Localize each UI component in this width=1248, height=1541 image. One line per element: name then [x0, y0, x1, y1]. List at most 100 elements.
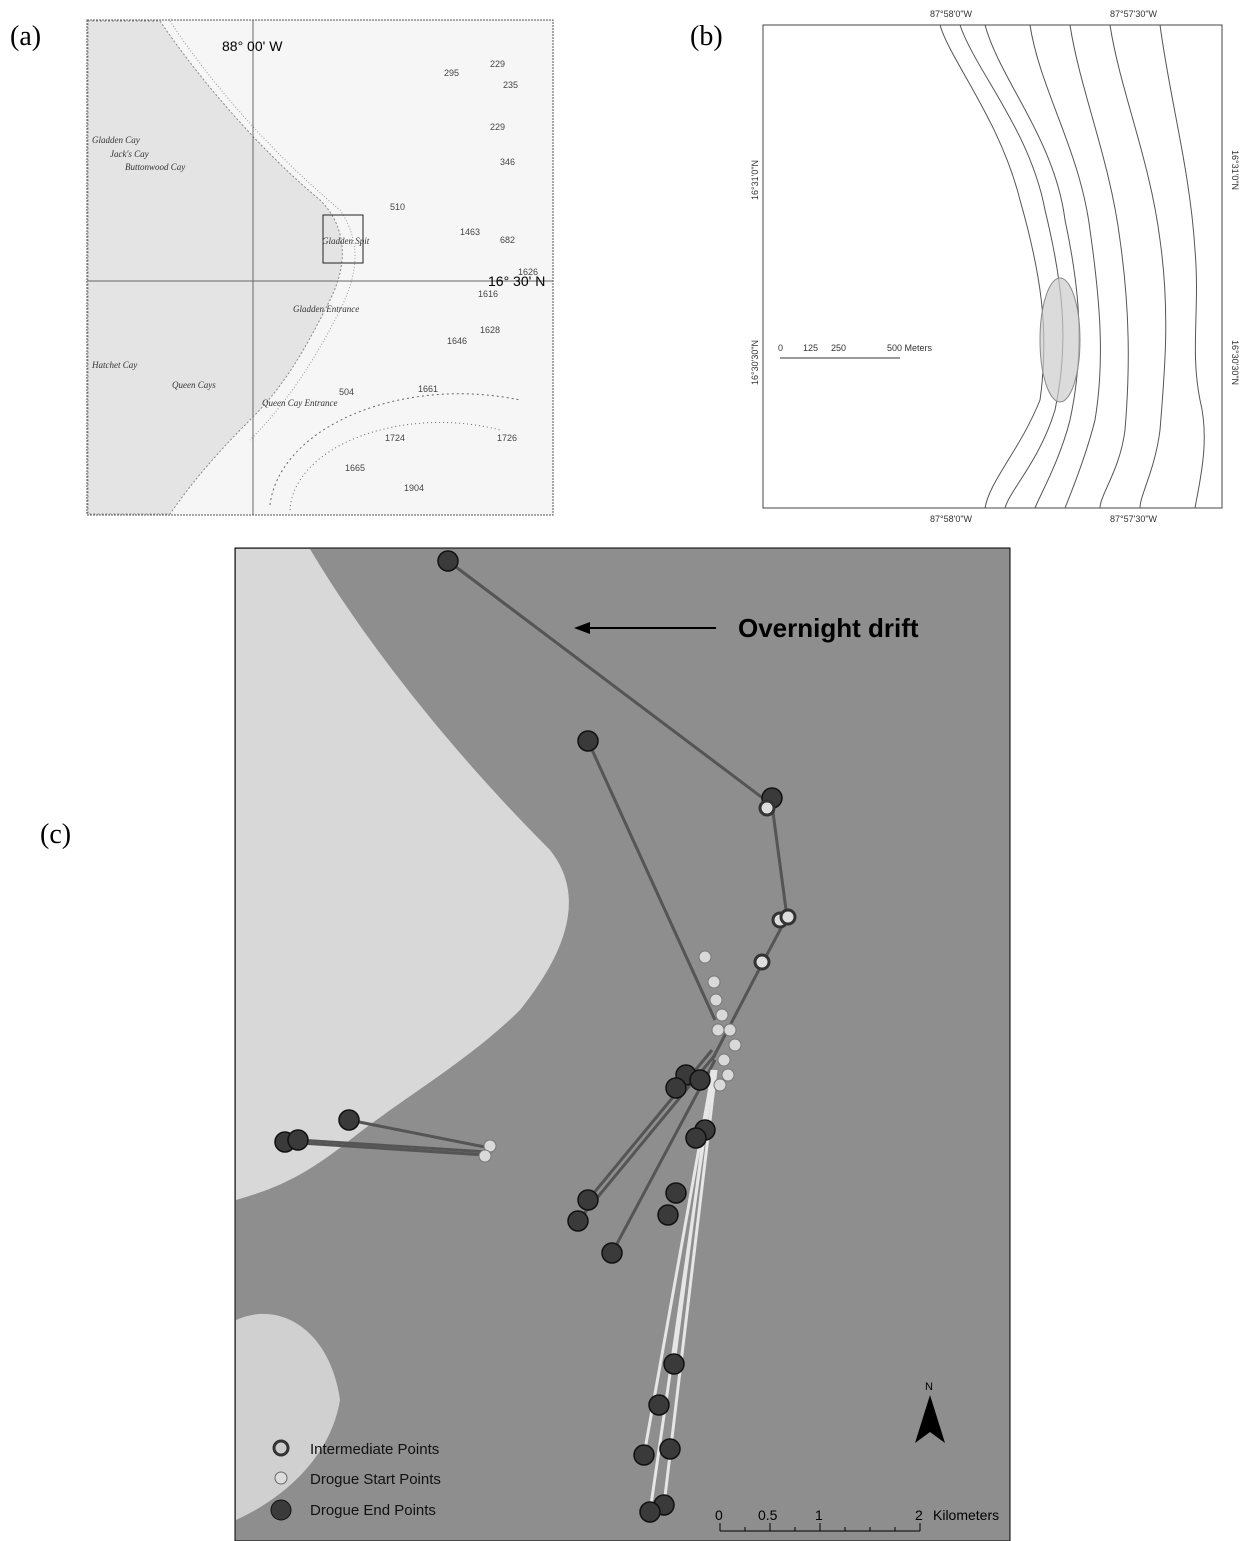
start-point: [723, 1023, 737, 1037]
intermediate-point: [779, 908, 797, 926]
depth-contour: [1069, 24, 1129, 509]
frame: [762, 24, 1223, 509]
scale-label: 1: [815, 1507, 823, 1523]
lon-label: 87°58'0"W: [930, 514, 973, 524]
chart-b: 0 125 250 500 Meters 87°58'0"W 87°57'30"…: [750, 9, 1240, 524]
lat-label: 16°31'0"N: [1230, 150, 1240, 190]
scale-label: 125: [803, 343, 818, 353]
place-label: Jack's Cay: [110, 149, 149, 159]
sounding: 1661: [418, 384, 438, 394]
end-point: [639, 1501, 661, 1523]
end-point: [659, 1438, 681, 1460]
north-arrow: [915, 1395, 945, 1443]
scale-label: 500 Meters: [887, 343, 933, 353]
reef: [87, 20, 343, 515]
drift-track: [284, 1140, 486, 1157]
end-point: [437, 550, 459, 572]
start-point: [711, 1023, 725, 1037]
sounding: 229: [490, 59, 505, 69]
annotation: Overnight drift: [738, 613, 919, 643]
place-label: Buttonwood Cay: [125, 162, 185, 172]
end-point: [601, 1242, 623, 1264]
lat-label: 16°30'30"N: [750, 340, 760, 385]
sounding: 1646: [447, 336, 467, 346]
legend-label: Drogue End Points: [310, 1502, 436, 1519]
end-point: [657, 1204, 679, 1226]
end-point: [689, 1069, 711, 1091]
chart-a: 88° 00' W 16° 30' N Gladden Cay Jack's C…: [86, 19, 554, 516]
start-point: [715, 1008, 729, 1022]
depth-contour: [939, 24, 1045, 509]
sounding: 235: [503, 80, 518, 90]
place-label: Queen Cay Entrance: [262, 398, 337, 408]
scale-label: 0.5: [758, 1507, 778, 1523]
intermediate-point: [758, 799, 776, 817]
start-point: [478, 1149, 492, 1163]
legend-swatch: [272, 1439, 290, 1457]
sounding: 1463: [460, 227, 480, 237]
place-label: Gladden Entrance: [293, 304, 359, 314]
drift-track: [610, 1059, 717, 1254]
sounding: 295: [444, 68, 459, 78]
sounding: 1665: [345, 463, 365, 473]
panel-label: (c): [40, 819, 71, 850]
sounding: 1616: [478, 289, 498, 299]
reef: [236, 1313, 340, 1520]
end-point: [567, 1210, 589, 1232]
scale-label: 250: [831, 343, 846, 353]
legend-label: Drogue Start Points: [310, 1471, 441, 1488]
scale-label: 0: [778, 343, 783, 353]
start-point: [707, 975, 721, 989]
legend-swatch: [274, 1471, 288, 1485]
reef: [236, 549, 569, 1200]
sounding: 1726: [497, 433, 517, 443]
place-label: Gladden Cay: [92, 135, 140, 145]
depth-contour: [1029, 24, 1101, 509]
legend-swatch: [270, 1499, 292, 1521]
scale-label: 2: [915, 1507, 923, 1523]
end-point: [648, 1394, 670, 1416]
meridian-label: 88° 00' W: [222, 38, 283, 54]
sounding: 1626: [518, 267, 538, 277]
end-point: [665, 1182, 687, 1204]
arrow-head: [574, 622, 590, 634]
place-label: Gladden Spit: [322, 236, 370, 246]
panel-label: (a): [10, 21, 41, 52]
panel-label: (b): [690, 21, 723, 52]
sounding: 346: [500, 157, 515, 167]
sounding: 1628: [480, 325, 500, 335]
place-label: Hatchet Cay: [91, 360, 137, 370]
lat-label: 16°30'30"N: [1230, 340, 1240, 385]
end-point: [338, 1109, 360, 1131]
lon-label: 87°57'30"W: [1110, 9, 1158, 19]
end-point: [577, 1189, 599, 1211]
drift-track: [662, 1069, 718, 1506]
scale-bar: [719, 1523, 921, 1532]
lon-label: 87°57'30"W: [1110, 514, 1158, 524]
legend-label: Intermediate Points: [310, 1441, 439, 1458]
depth-contour: [1109, 24, 1167, 509]
scale-unit: Kilometers: [933, 1507, 999, 1523]
place-label: Queen Cays: [172, 380, 216, 390]
study-box: [322, 214, 364, 264]
start-point: [709, 993, 723, 1007]
parallel-label: 16° 30' N: [488, 273, 545, 289]
lon-label: 87°58'0"W: [930, 9, 973, 19]
sounding: 1724: [385, 433, 405, 443]
start-point: [721, 1068, 735, 1082]
start-point: [717, 1053, 731, 1067]
sounding: 504: [339, 387, 354, 397]
end-point: [633, 1444, 655, 1466]
sounding: 229: [490, 122, 505, 132]
end-point: [685, 1127, 707, 1149]
end-point: [665, 1077, 687, 1099]
aggregation-site: [1039, 277, 1081, 403]
compass-rose: [289, 421, 501, 511]
end-point: [577, 730, 599, 752]
start-point: [728, 1038, 742, 1052]
start-point: [698, 950, 712, 964]
lat-label: 16°31'0"N: [750, 160, 760, 200]
scale-label: 0: [715, 1507, 723, 1523]
start-point: [713, 1078, 727, 1092]
